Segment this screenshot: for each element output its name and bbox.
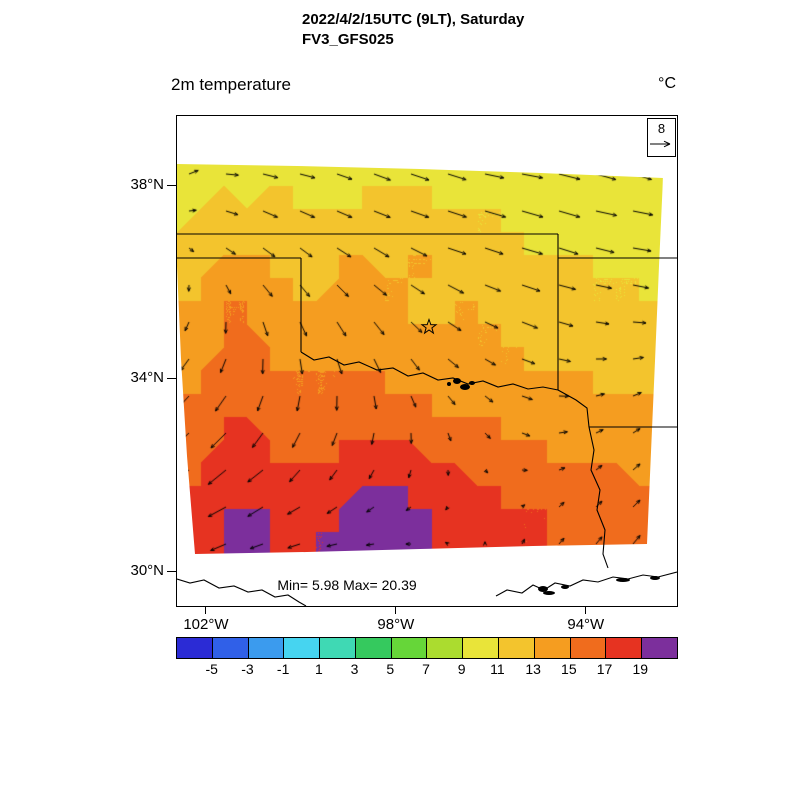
colorbar-cell xyxy=(320,638,356,658)
colorbar-cell xyxy=(355,638,392,658)
colorbar-cell xyxy=(212,638,249,658)
lat-tick-label: 34°N xyxy=(130,369,164,387)
gulf-coastline xyxy=(495,571,677,597)
location-star-marker xyxy=(420,317,438,335)
colorbar-tick-label: -3 xyxy=(241,661,254,677)
barrier-island xyxy=(650,576,660,580)
title-block: 2022/4/2/15UTC (9LT), Saturday FV3_GFS02… xyxy=(302,10,524,50)
lon-tick-label: 94°W xyxy=(567,616,605,633)
wind-reference-box: 8 xyxy=(647,118,676,157)
plot-title-datetime: 2022/4/2/15UTC (9LT), Saturday xyxy=(302,11,525,28)
lat-tick-mark xyxy=(167,377,176,379)
lake-texoma xyxy=(453,378,461,384)
lake-texoma xyxy=(469,381,475,385)
lon-tick-mark xyxy=(395,606,397,614)
lat-tick-mark xyxy=(167,184,176,186)
colorbar-tick-label: 17 xyxy=(596,661,613,677)
barrier-island xyxy=(616,578,630,582)
texas-louisiana-border xyxy=(588,426,609,569)
galveston-bay xyxy=(538,586,548,592)
wind-reference-value: 8 xyxy=(657,121,666,136)
colorbar-cell xyxy=(534,638,571,658)
colorbar-cell xyxy=(177,638,213,658)
colorbar-tick-label: 7 xyxy=(422,661,430,677)
colorbar-cell xyxy=(570,638,607,658)
colorbar xyxy=(176,637,678,659)
lon-tick-label: 102°W xyxy=(183,616,229,633)
rio-grande-border xyxy=(177,578,307,606)
lat-tick-label: 38°N xyxy=(130,176,164,193)
lat-tick-label: 30°N xyxy=(130,562,164,580)
lon-tick-mark xyxy=(585,606,587,614)
colorbar-cell xyxy=(606,638,643,658)
colorbar-cell xyxy=(284,638,321,658)
colorbar-tick-label: -5 xyxy=(205,661,218,677)
texas-arkansas-border xyxy=(557,389,590,428)
colorbar-tick-label: 3 xyxy=(350,661,359,677)
colorbar-tick-label: 19 xyxy=(632,661,649,677)
colorbar-tick-label: 1 xyxy=(314,661,323,677)
colorbar-tick-label: 5 xyxy=(386,661,395,677)
colorbar-tick-label: 11 xyxy=(490,661,505,677)
barrier-island xyxy=(561,585,569,589)
lake-texoma xyxy=(460,384,470,390)
lon-tick-mark xyxy=(205,606,207,614)
colorbar-tick-label: 13 xyxy=(525,661,541,677)
colorbar-cell xyxy=(427,638,464,658)
variable-label: 2m temperature xyxy=(171,75,291,94)
lat-tick-mark xyxy=(167,570,176,572)
colorbar-cell xyxy=(499,638,535,658)
map-borders-overlay xyxy=(177,233,677,606)
plot-title-model: FV3_GFS025 xyxy=(302,31,394,48)
colorbar-cell xyxy=(642,638,677,658)
red-river-border xyxy=(300,351,559,391)
colorbar-tick-label: 15 xyxy=(561,661,577,677)
lake-texoma xyxy=(447,382,451,386)
wind-reference-arrow-icon xyxy=(650,140,671,148)
minmax-annotation: Min= 5.98 Max= 20.39 xyxy=(277,577,417,593)
map-plot-area: 8 Min= 5.98 Max= 20.39 xyxy=(176,115,678,607)
units-label: °C xyxy=(658,75,676,92)
colorbar-tick-label: -1 xyxy=(276,661,290,677)
colorbar-tick-label: 9 xyxy=(457,661,466,677)
wind-vectors-canvas xyxy=(177,164,663,554)
colorbar-labels: -5 -3 -1 1 3 5 7 9 11 13 15 17 19 xyxy=(176,661,676,679)
barrier-island xyxy=(543,591,555,595)
colorbar-cell xyxy=(391,638,428,658)
colorbar-cell xyxy=(463,638,500,658)
colorbar-cell xyxy=(248,638,285,658)
lon-tick-label: 98°W xyxy=(377,616,415,633)
